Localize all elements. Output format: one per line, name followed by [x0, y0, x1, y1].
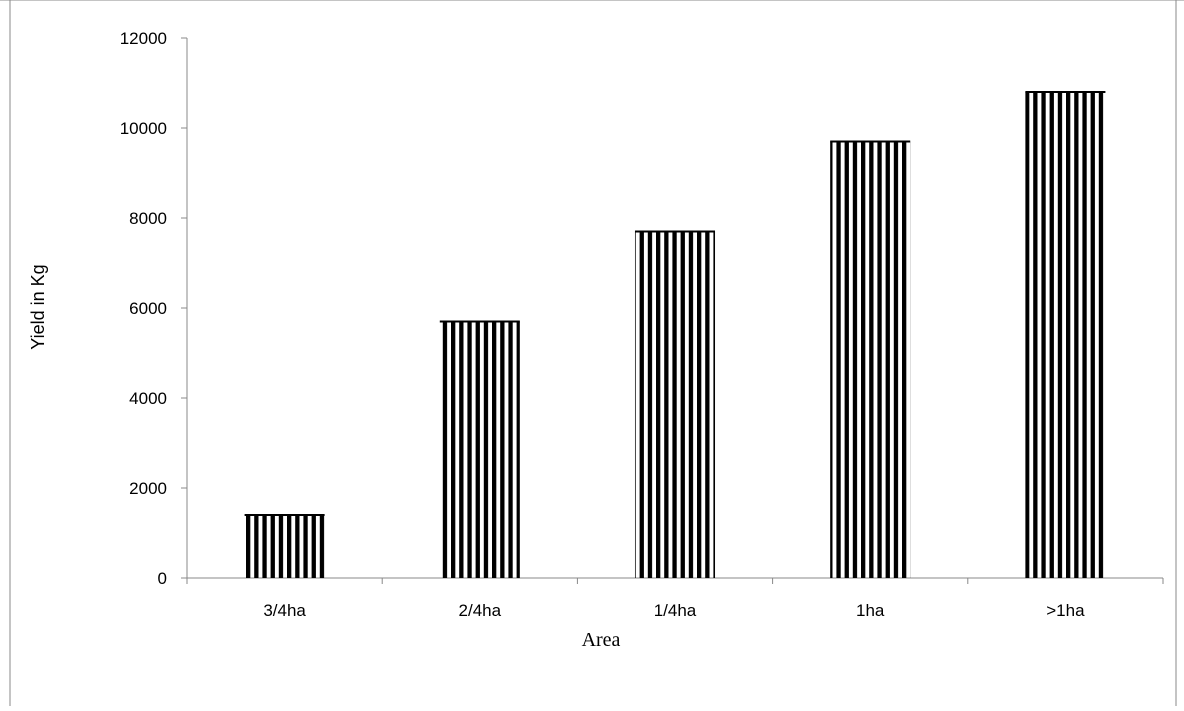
y-tick-label: 8000	[129, 209, 167, 228]
y-tick-label: 2000	[129, 479, 167, 498]
bars-group	[244, 91, 1106, 578]
x-tick-label: 2/4ha	[459, 601, 502, 620]
x-tick-label: 1/4ha	[654, 601, 697, 620]
bar	[634, 231, 716, 578]
y-tick-label: 6000	[129, 299, 167, 318]
y-tick-label: 12000	[120, 29, 167, 48]
y-tick-label: 10000	[120, 119, 167, 138]
x-tick-label: 1ha	[856, 601, 885, 620]
y-tick-label: 4000	[129, 389, 167, 408]
x-axis: 3/4ha 2/4ha 1/4ha 1ha >1ha	[186, 577, 1164, 620]
y-tick-label: 0	[158, 569, 167, 588]
x-tick-label: >1ha	[1046, 601, 1085, 620]
y-axis-label: Yield in Kg	[28, 264, 48, 349]
bar	[1025, 92, 1106, 578]
y-axis: 0 2000 4000 6000 8000 10000 12000	[120, 29, 188, 588]
x-axis-label: Area	[582, 629, 621, 651]
bar	[244, 515, 325, 578]
bar	[830, 141, 911, 578]
bar	[439, 321, 520, 578]
x-tick-label: 3/4ha	[263, 601, 306, 620]
